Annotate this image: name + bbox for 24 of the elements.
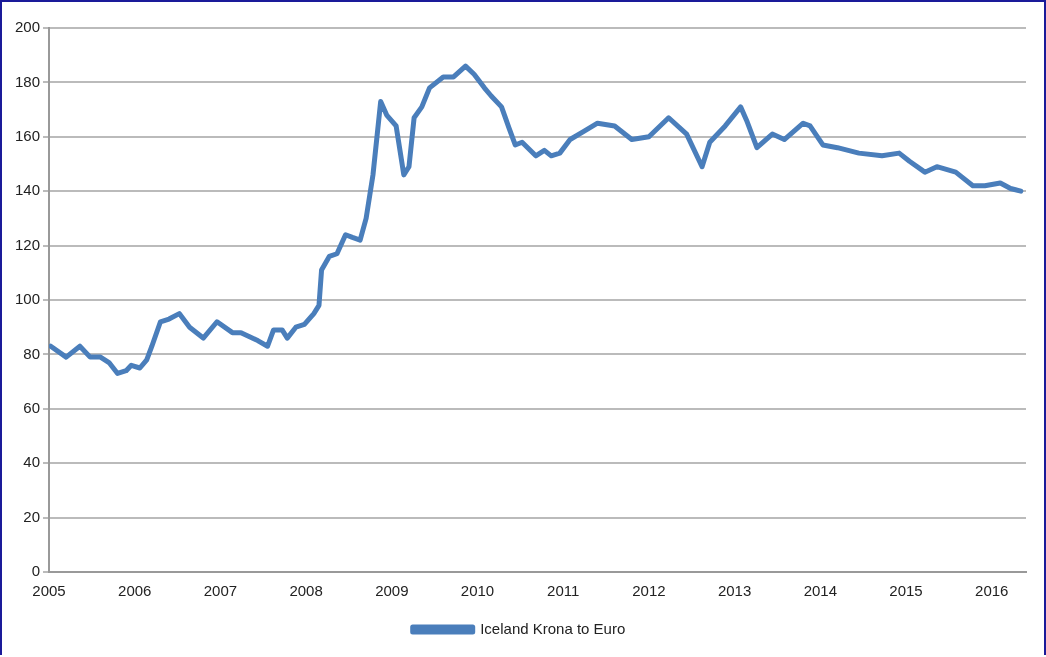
y-tick-label: 200 xyxy=(15,18,41,36)
y-tick-label: 60 xyxy=(23,398,41,416)
x-tick-label: 2007 xyxy=(203,582,238,600)
y-tick-label: 80 xyxy=(23,344,41,362)
y-tick-label: 100 xyxy=(15,290,41,308)
x-tick-label: 2010 xyxy=(460,582,495,600)
y-tick-label: 20 xyxy=(23,507,41,525)
x-tick-label: 2014 xyxy=(803,582,838,600)
x-tick-label: 2009 xyxy=(375,582,409,600)
x-tick-label: 2011 xyxy=(547,582,580,600)
x-tick-label: 2006 xyxy=(118,582,152,600)
x-tick-label: 2012 xyxy=(632,582,666,600)
y-tick-label: 140 xyxy=(15,181,41,199)
y-tick-label: 120 xyxy=(15,235,41,253)
y-tick-label: 160 xyxy=(15,126,41,144)
x-tick-label: 2015 xyxy=(889,582,923,600)
y-tick-label: 40 xyxy=(23,453,41,471)
legend-label: Iceland Krona to Euro xyxy=(480,619,626,637)
x-tick-label: 2013 xyxy=(717,582,752,600)
y-tick-label: 0 xyxy=(31,562,41,580)
y-tick-label: 180 xyxy=(15,72,41,90)
x-tick-label: 2005 xyxy=(32,582,66,600)
x-tick-label: 2016 xyxy=(975,582,1009,600)
x-tick-label: 2008 xyxy=(289,582,323,600)
